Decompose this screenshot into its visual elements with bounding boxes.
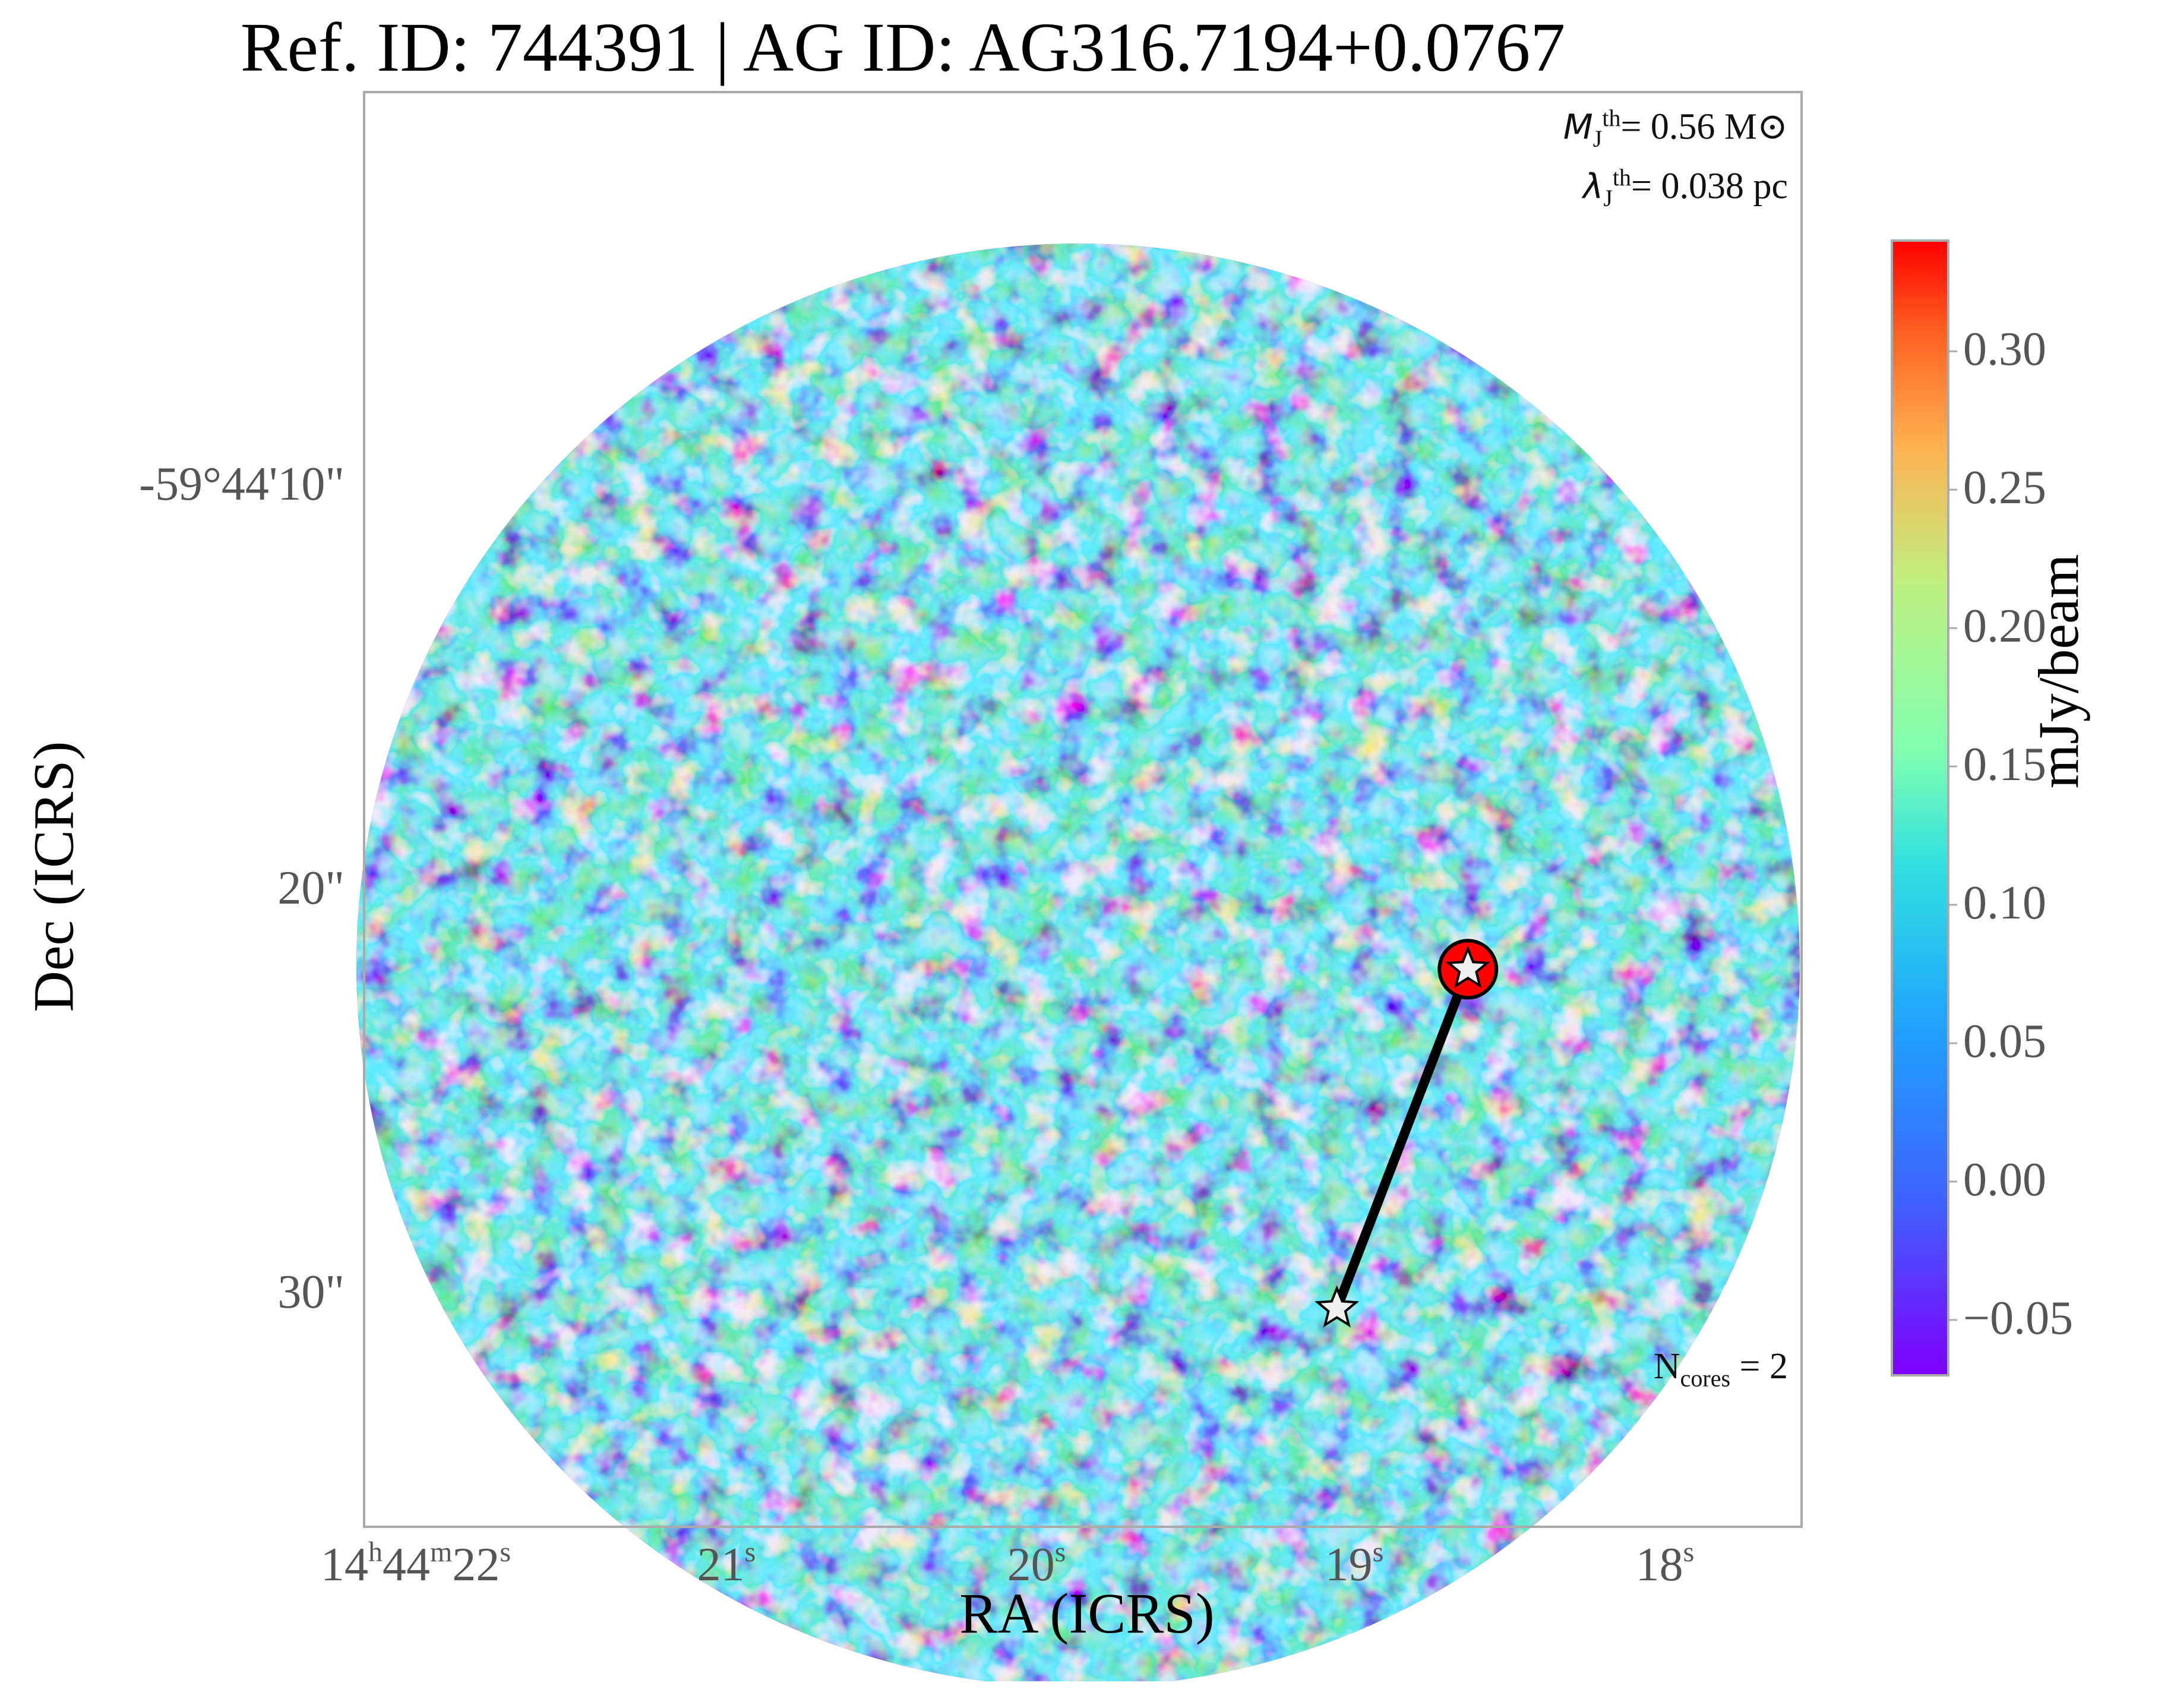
colorbar-tick-label: 0.10 [1963,877,2046,930]
x-tick-s: s [1683,1536,1695,1568]
x-tick-m: m [429,1536,453,1568]
jeans-length-sup: th [1612,164,1632,191]
jeans-mass-annotation: MJth= 0.56 M⊙ [1426,104,1788,153]
x-tick-seconds: 18 [1635,1539,1683,1591]
colorbar-tick-label: 0.30 [1963,323,2046,376]
x-tick-s: s [500,1536,511,1568]
x-tick-label: 14h44m22s [297,1536,535,1592]
emission-map [356,244,1800,1681]
colorbar [1891,239,1949,1376]
x-tick-s: s [744,1536,756,1568]
colorbar-tick-label: −0.05 [1963,1292,2074,1344]
chart-title: Ref. ID: 744391 | AG ID: AG316.7194+0.07… [240,8,1566,86]
solar-mass-symbol: ⊙ [1757,106,1788,147]
y-axis-title: Dec (ICRS) [21,741,86,1012]
x-tick-label: 21s [608,1536,845,1592]
colorbar-tick-label: 0.00 [1963,1153,2046,1206]
x-tick-seconds: 20 [1007,1539,1055,1591]
x-tick-s: s [1054,1536,1066,1568]
n-cores-prefix: N [1653,1346,1680,1387]
x-tick-label: 18s [1546,1536,1784,1592]
jeans-mass-symbol: M [1563,106,1593,147]
n-cores-sub: cores [1680,1365,1731,1392]
colorbar-tick-label: 0.25 [1963,462,2046,514]
core-marker [1445,946,1490,989]
x-tick-hours: 14 [320,1539,368,1591]
colorbar-ticks [1948,350,1957,1321]
n-cores-annotation: Ncores = 2 [1426,1346,1788,1392]
cores-layer [1314,939,1499,1328]
y-tick-label: 20" [277,862,345,914]
jeans-length-value: = 0.038 pc [1631,166,1788,207]
colorbar-tick-label: 0.15 [1963,738,2046,791]
jeans-mass-sub: J [1592,125,1603,153]
x-tick-minutes: 44 [382,1539,430,1591]
jeans-mass-value: = 0.56 M [1620,106,1758,147]
y-tick-label: -59°44'10" [139,458,345,510]
y-tick-label: 30" [277,1266,345,1318]
jeans-length-annotation: λJth= 0.038 pc [1426,163,1788,212]
colorbar-tick-label: 0.20 [1963,600,2046,653]
x-tick-seconds: 19 [1325,1539,1373,1591]
x-axis-title: RA (ICRS) [959,1581,1215,1645]
map-frame [363,91,1803,1528]
x-tick-h: h [368,1536,383,1568]
core-marker [1314,1285,1360,1328]
core-link [1332,967,1472,1311]
x-tick-seconds: 21 [697,1539,745,1591]
n-cores-value: = 2 [1730,1346,1788,1387]
colorbar-tick-label: 0.05 [1963,1015,2046,1068]
jeans-length-sub: J [1603,185,1613,212]
x-tick-label: 19s [1235,1536,1473,1592]
jeans-length-symbol: λ [1582,166,1604,207]
jeans-mass-sup: th [1602,105,1621,131]
x-tick-seconds: 22 [452,1539,500,1591]
x-tick-label: 20s [918,1536,1155,1592]
emission-texture [356,244,1800,1681]
x-tick-s: s [1372,1536,1384,1568]
